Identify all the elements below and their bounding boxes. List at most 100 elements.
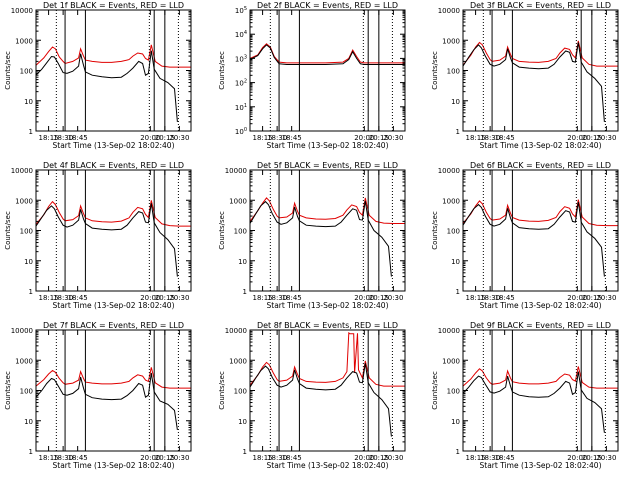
- x-tick-label: 18:30: [53, 134, 73, 142]
- x-tick-label: 18:15: [466, 454, 486, 462]
- y-tick-label: 1: [456, 448, 460, 456]
- x-tick-label: 18:45: [282, 134, 302, 142]
- x-tick-label: 18:45: [282, 454, 302, 462]
- panel-2: Det 2f BLACK = Events, RED = LLD10010110…: [218, 1, 406, 150]
- y-tick-label: 1000: [442, 197, 460, 205]
- lld-series-line: [462, 40, 618, 67]
- lld-series-line: [249, 43, 405, 64]
- plot-frame: [249, 9, 406, 132]
- y-tick-label: 1000: [442, 37, 460, 45]
- events-series-line: [249, 44, 405, 65]
- x-axis-label: Start Time (13-Sep-02 18:02:40): [480, 301, 602, 310]
- y-tick-label: 100: [447, 68, 460, 76]
- x-axis-label: Start Time (13-Sep-02 18:02:40): [267, 141, 389, 150]
- x-tick-label: 18:45: [68, 454, 88, 462]
- x-tick-label: 18:45: [495, 134, 515, 142]
- x-tick-label: 18:15: [466, 134, 486, 142]
- y-tick-label: 102: [235, 79, 247, 88]
- y-tick-label: 100: [20, 388, 33, 396]
- plot-frame: [462, 329, 619, 452]
- y-axis-label: Counts/sec: [4, 371, 12, 410]
- y-tick-label: 1000: [229, 197, 247, 205]
- panel-8: Det 8f BLACK = Events, RED = LLD 1 10 100 10…: [218, 321, 406, 470]
- panel-7: Det 7f BLACK = Events, RED = LLD 1 10 100 10…: [4, 321, 192, 470]
- y-tick-label: 1: [29, 128, 33, 136]
- y-axis-label: Counts/sec: [4, 211, 12, 250]
- events-series-line: [462, 371, 605, 433]
- panel-title: Det 2f BLACK = Events, RED = LLD: [257, 1, 398, 10]
- x-tick-label: 18:15: [39, 134, 59, 142]
- y-tick-label: 10: [24, 418, 33, 426]
- x-axis-label: Start Time (13-Sep-02 18:02:40): [53, 461, 175, 470]
- x-tick-label: 18:15: [39, 294, 59, 302]
- events-series-line: [462, 42, 605, 122]
- y-tick-label: 1000: [229, 357, 247, 365]
- y-tick-exponent: 1: [244, 103, 247, 109]
- y-tick-label: 100: [447, 388, 460, 396]
- panel-title: Det 5f BLACK = Events, RED = LLD: [257, 161, 398, 170]
- x-axis-label: Start Time (13-Sep-02 18:02:40): [267, 461, 389, 470]
- y-axis-label: Counts/sec: [218, 51, 226, 90]
- y-tick-exponent: 4: [244, 30, 247, 36]
- y-tick-label: 100: [234, 228, 247, 236]
- y-tick-label: 100: [20, 228, 33, 236]
- y-axis-label: Counts/sec: [218, 211, 226, 250]
- y-tick-label: 1000: [15, 37, 33, 45]
- plot-frame: [462, 169, 619, 292]
- x-tick-label: 20:15: [582, 134, 602, 142]
- plot-frame: [35, 329, 192, 452]
- y-tick-label: 1: [456, 128, 460, 136]
- x-tick-label: 20:15: [369, 454, 389, 462]
- x-tick-label: 18:30: [480, 134, 500, 142]
- x-tick-label: 18:45: [68, 134, 88, 142]
- events-series-line: [462, 201, 605, 277]
- y-axis-label: Counts/sec: [4, 51, 12, 90]
- x-tick-label: 18:45: [68, 294, 88, 302]
- panel-title: Det 4f BLACK = Events, RED = LLD: [43, 161, 184, 170]
- x-tick-label: 20:00: [354, 294, 374, 302]
- x-tick-label: 20:30: [169, 134, 189, 142]
- y-tick-label: 10: [451, 98, 460, 106]
- x-tick-label: 20:30: [596, 294, 616, 302]
- y-tick-exponent: 3: [244, 54, 247, 60]
- y-tick-label: 1000: [15, 197, 33, 205]
- x-tick-label: 20:00: [354, 134, 374, 142]
- y-tick-label: 1: [29, 448, 33, 456]
- x-axis-label: Start Time (13-Sep-02 18:02:40): [53, 301, 175, 310]
- x-tick-label: 20:30: [596, 454, 616, 462]
- x-axis-label: Start Time (13-Sep-02 18:02:40): [480, 141, 602, 150]
- x-tick-label: 18:30: [480, 294, 500, 302]
- events-series-line: [249, 200, 392, 277]
- x-tick-label: 20:30: [596, 134, 616, 142]
- x-tick-label: 18:45: [495, 294, 515, 302]
- y-tick-label: 100: [234, 388, 247, 396]
- x-tick-label: 18:30: [53, 294, 73, 302]
- events-series-line: [35, 50, 178, 122]
- x-tick-label: 20:00: [140, 294, 160, 302]
- y-axis-label: Counts/sec: [431, 371, 439, 410]
- x-tick-label: 20:15: [369, 134, 389, 142]
- x-tick-label: 18:30: [480, 454, 500, 462]
- x-tick-label: 20:15: [369, 294, 389, 302]
- panel-title: Det 9f BLACK = Events, RED = LLD: [470, 321, 611, 330]
- y-tick-label: 100: [447, 228, 460, 236]
- y-tick-label: 10: [238, 258, 247, 266]
- panel-title: Det 1f BLACK = Events, RED = LLD: [43, 1, 184, 10]
- x-tick-label: 20:00: [567, 134, 587, 142]
- y-tick-label: 10000: [11, 7, 33, 15]
- y-tick-exponent: 0: [244, 127, 247, 133]
- y-tick-exponent: 2: [244, 79, 247, 85]
- x-tick-label: 20:30: [383, 294, 403, 302]
- y-tick-label: 1: [243, 448, 247, 456]
- panel-title: Det 7f BLACK = Events, RED = LLD: [43, 321, 184, 330]
- y-tick-label: 10: [24, 98, 33, 106]
- x-axis-label: Start Time (13-Sep-02 18:02:40): [267, 301, 389, 310]
- lld-series-line: [249, 197, 405, 224]
- plot-frame: [249, 169, 406, 292]
- panel-title: Det 6f BLACK = Events, RED = LLD: [470, 161, 611, 170]
- y-tick-label: 10000: [225, 327, 247, 335]
- x-tick-label: 18:15: [253, 294, 273, 302]
- x-tick-label: 18:15: [466, 294, 486, 302]
- x-tick-label: 20:00: [354, 454, 374, 462]
